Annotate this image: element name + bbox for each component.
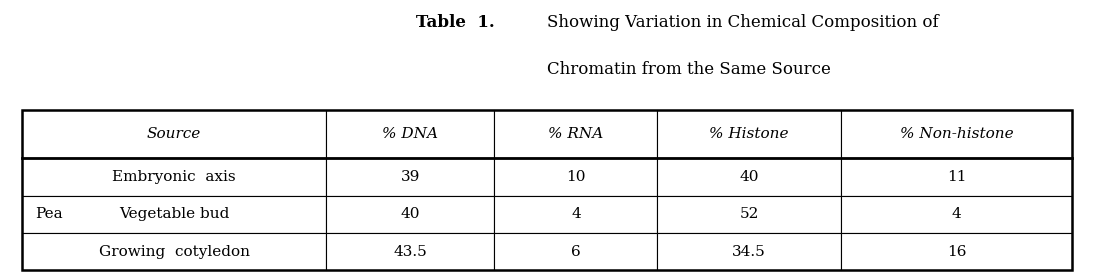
FancyBboxPatch shape bbox=[841, 158, 1072, 196]
Text: Showing Variation in Chemical Composition of: Showing Variation in Chemical Compositio… bbox=[547, 14, 939, 31]
FancyBboxPatch shape bbox=[326, 158, 494, 196]
Text: 39: 39 bbox=[400, 170, 420, 184]
Text: % DNA: % DNA bbox=[383, 128, 439, 141]
FancyBboxPatch shape bbox=[494, 110, 657, 158]
FancyBboxPatch shape bbox=[657, 233, 841, 270]
Text: 6: 6 bbox=[571, 245, 581, 259]
FancyBboxPatch shape bbox=[494, 196, 657, 233]
Text: 10: 10 bbox=[566, 170, 585, 184]
Text: 16: 16 bbox=[946, 245, 966, 259]
FancyBboxPatch shape bbox=[841, 196, 1072, 233]
FancyBboxPatch shape bbox=[22, 158, 326, 196]
Text: Chromatin from the Same Source: Chromatin from the Same Source bbox=[547, 61, 830, 78]
FancyBboxPatch shape bbox=[657, 158, 841, 196]
Text: 4: 4 bbox=[571, 208, 581, 221]
FancyBboxPatch shape bbox=[22, 233, 326, 270]
FancyBboxPatch shape bbox=[657, 110, 841, 158]
Text: % Non-histone: % Non-histone bbox=[899, 128, 1013, 141]
FancyBboxPatch shape bbox=[326, 110, 494, 158]
FancyBboxPatch shape bbox=[326, 196, 494, 233]
Text: Embryonic  axis: Embryonic axis bbox=[113, 170, 236, 184]
Text: 11: 11 bbox=[946, 170, 966, 184]
Text: 40: 40 bbox=[400, 208, 420, 221]
Text: % RNA: % RNA bbox=[548, 128, 604, 141]
Text: Pea: Pea bbox=[35, 208, 63, 221]
Text: Growing  cotyledon: Growing cotyledon bbox=[98, 245, 249, 259]
FancyBboxPatch shape bbox=[841, 233, 1072, 270]
FancyBboxPatch shape bbox=[494, 158, 657, 196]
Text: Source: Source bbox=[147, 128, 201, 141]
Text: 34.5: 34.5 bbox=[732, 245, 766, 259]
Text: 52: 52 bbox=[740, 208, 759, 221]
FancyBboxPatch shape bbox=[22, 110, 326, 158]
Text: % Histone: % Histone bbox=[709, 128, 789, 141]
Text: 40: 40 bbox=[740, 170, 759, 184]
Text: 43.5: 43.5 bbox=[394, 245, 428, 259]
Text: Vegetable bud: Vegetable bud bbox=[119, 208, 230, 221]
FancyBboxPatch shape bbox=[326, 233, 494, 270]
FancyBboxPatch shape bbox=[494, 233, 657, 270]
Text: 4: 4 bbox=[952, 208, 962, 221]
Text: Table  1.: Table 1. bbox=[416, 14, 494, 31]
FancyBboxPatch shape bbox=[841, 110, 1072, 158]
FancyBboxPatch shape bbox=[22, 196, 326, 233]
FancyBboxPatch shape bbox=[657, 196, 841, 233]
